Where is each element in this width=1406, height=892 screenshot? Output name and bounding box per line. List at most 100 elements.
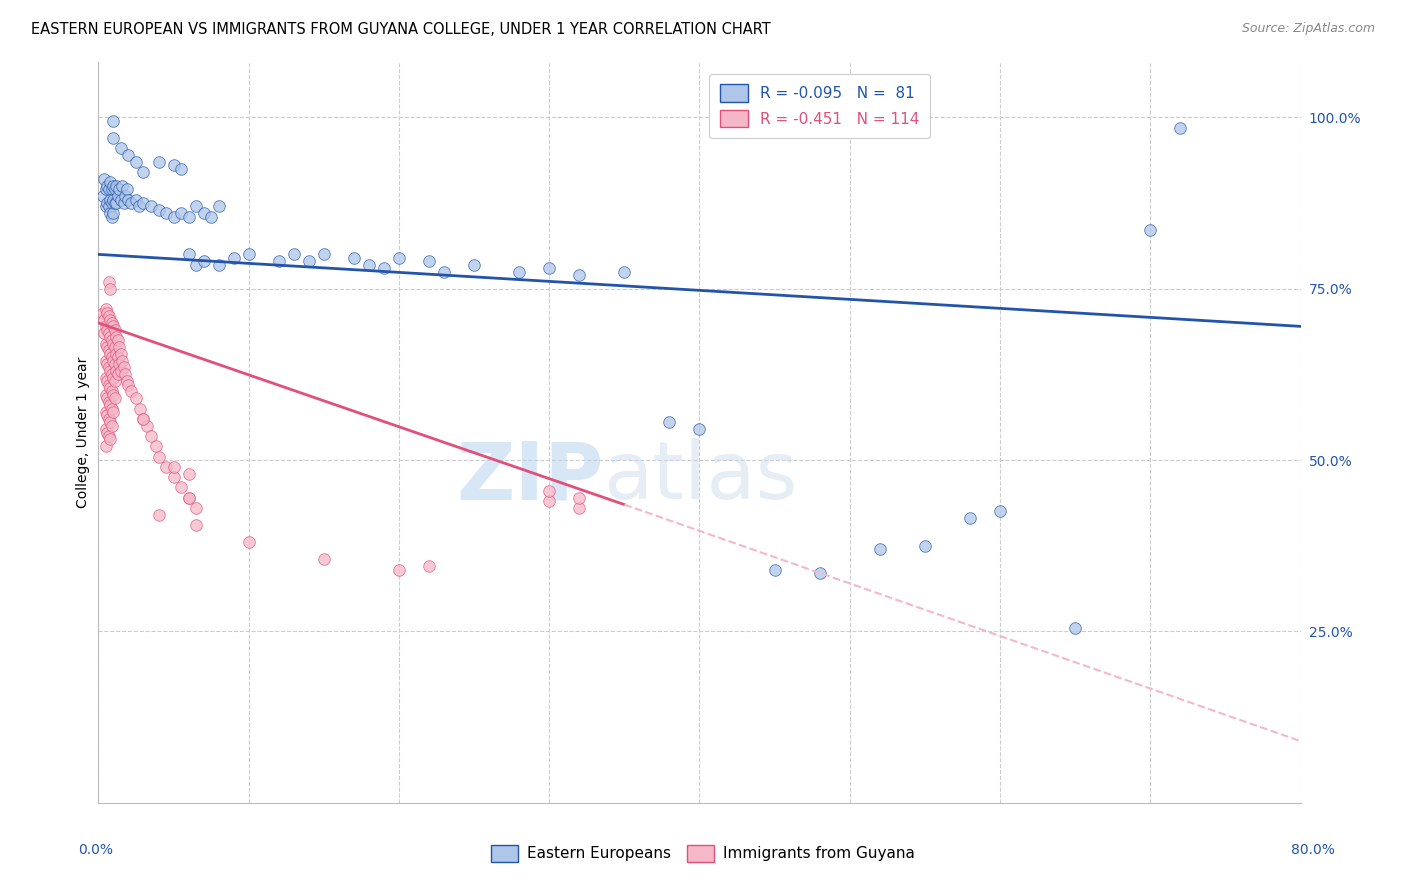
Point — [184, 258, 207, 272]
Point — [96, 178, 118, 193]
Point — [101, 333, 124, 347]
Point — [155, 206, 177, 220]
Point — [177, 491, 200, 505]
Point — [139, 429, 162, 443]
Point — [103, 336, 125, 351]
Point — [162, 459, 184, 474]
Point — [111, 353, 134, 368]
Point — [97, 429, 120, 443]
Point — [96, 196, 118, 211]
Point — [107, 333, 129, 347]
Point — [115, 182, 138, 196]
Point — [418, 254, 440, 268]
Point — [208, 199, 231, 213]
Point — [97, 182, 120, 196]
Point — [100, 193, 122, 207]
Point — [97, 326, 120, 341]
Point — [100, 312, 122, 326]
Point — [343, 251, 366, 265]
Point — [103, 178, 125, 193]
Point — [94, 319, 117, 334]
Point — [103, 193, 125, 207]
Point — [94, 182, 117, 196]
Legend: Eastern Europeans, Immigrants from Guyana: Eastern Europeans, Immigrants from Guyan… — [485, 838, 921, 868]
Point — [568, 268, 591, 282]
Point — [91, 189, 114, 203]
Point — [148, 508, 170, 522]
Point — [101, 196, 124, 211]
Point — [103, 353, 125, 368]
Point — [105, 196, 128, 211]
Point — [107, 350, 129, 364]
Point — [114, 189, 136, 203]
Point — [103, 388, 125, 402]
Point — [96, 392, 118, 406]
Point — [688, 422, 710, 436]
Point — [103, 131, 125, 145]
Point — [91, 306, 114, 320]
Point — [104, 374, 127, 388]
Point — [93, 326, 115, 341]
Point — [94, 199, 117, 213]
Point — [121, 384, 143, 399]
Point — [568, 501, 591, 516]
Point — [184, 199, 207, 213]
Point — [110, 347, 132, 361]
Point — [238, 535, 260, 549]
Point — [463, 258, 485, 272]
Point — [110, 193, 132, 207]
Point — [177, 491, 200, 505]
Point — [100, 175, 122, 189]
Point — [103, 371, 125, 385]
Point — [538, 494, 561, 508]
Point — [193, 206, 215, 220]
Point — [658, 415, 681, 429]
Point — [107, 368, 129, 382]
Point — [357, 258, 380, 272]
Point — [129, 401, 152, 416]
Point — [101, 350, 124, 364]
Point — [139, 199, 162, 213]
Point — [110, 364, 132, 378]
Point — [388, 251, 411, 265]
Text: ZIP: ZIP — [456, 438, 603, 516]
Point — [100, 433, 122, 447]
Point — [101, 182, 124, 196]
Point — [222, 251, 245, 265]
Point — [103, 113, 125, 128]
Text: Source: ZipAtlas.com: Source: ZipAtlas.com — [1241, 22, 1375, 36]
Point — [312, 247, 335, 261]
Point — [100, 364, 122, 378]
Point — [128, 199, 150, 213]
Point — [105, 329, 128, 343]
Point — [97, 275, 120, 289]
Point — [97, 309, 120, 323]
Point — [959, 511, 981, 525]
Point — [105, 364, 128, 378]
Point — [104, 340, 127, 354]
Point — [613, 264, 636, 278]
Point — [107, 189, 129, 203]
Point — [103, 319, 125, 334]
Point — [97, 377, 120, 392]
Point — [155, 459, 177, 474]
Point — [97, 199, 120, 213]
Point — [200, 210, 222, 224]
Point — [101, 384, 124, 399]
Point — [538, 483, 561, 498]
Point — [184, 518, 207, 533]
Point — [97, 394, 120, 409]
Point — [93, 172, 115, 186]
Point — [100, 329, 122, 343]
Point — [373, 261, 395, 276]
Point — [94, 388, 117, 402]
Text: atlas: atlas — [603, 438, 797, 516]
Point — [298, 254, 321, 268]
Point — [94, 336, 117, 351]
Point — [763, 563, 786, 577]
Point — [132, 196, 155, 211]
Point — [238, 247, 260, 261]
Point — [96, 357, 118, 371]
Point — [132, 412, 155, 426]
Point — [177, 467, 200, 481]
